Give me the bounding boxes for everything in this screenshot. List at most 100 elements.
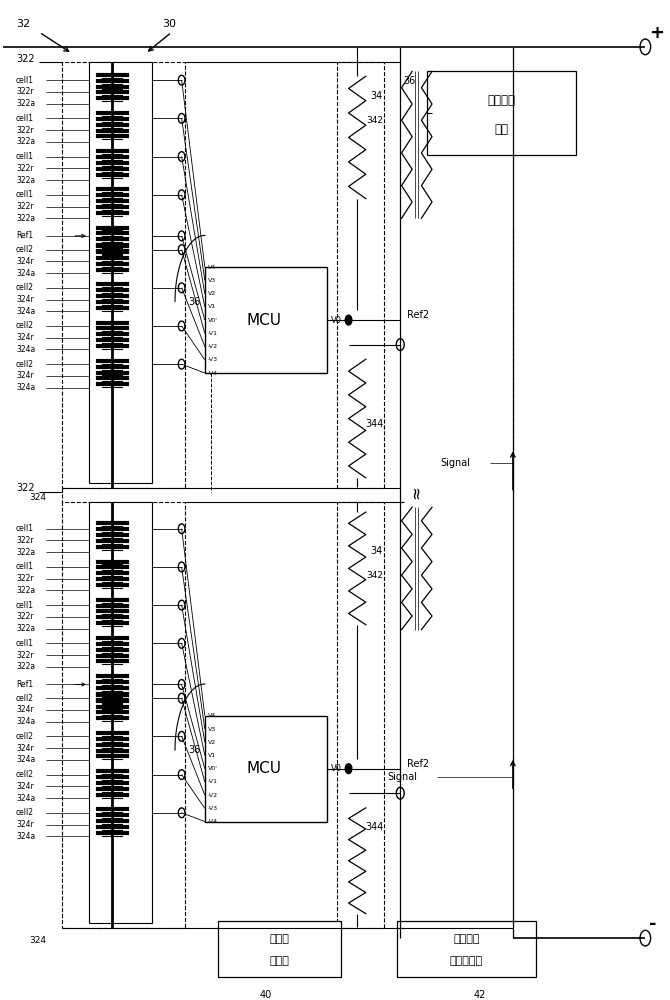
Text: 324r: 324r [16, 820, 34, 829]
Text: 322a: 322a [16, 662, 35, 671]
Text: 322a: 322a [16, 137, 35, 146]
Text: -V4: -V4 [208, 371, 218, 376]
Text: cell2: cell2 [16, 808, 34, 817]
Text: 322r: 322r [16, 612, 34, 621]
Text: -: - [649, 915, 656, 933]
Bar [218, 921, 340, 977]
Text: -V2: -V2 [208, 344, 218, 349]
Text: 电流检: 电流检 [269, 934, 289, 944]
Text: 322: 322 [16, 54, 35, 64]
Text: -V2: -V2 [208, 793, 218, 798]
Text: V2: V2 [208, 291, 216, 296]
Text: 324r: 324r [16, 782, 34, 791]
Text: 42: 42 [474, 990, 486, 1000]
Text: cell2: cell2 [16, 732, 34, 741]
Text: 显示控制: 显示控制 [487, 94, 515, 107]
Text: 342: 342 [366, 116, 383, 125]
Bar [427, 71, 576, 155]
Text: V3: V3 [208, 278, 216, 283]
Text: 324r: 324r [16, 257, 34, 266]
Text: 324a: 324a [16, 269, 36, 278]
Text: cell1: cell1 [16, 601, 34, 610]
Text: 322r: 322r [16, 202, 34, 211]
Text: V2: V2 [208, 740, 216, 745]
Text: cell1: cell1 [16, 76, 34, 85]
Text: 322a: 322a [16, 548, 35, 557]
Text: 324r: 324r [16, 744, 34, 753]
Text: cell2: cell2 [16, 770, 34, 779]
Text: 40: 40 [260, 990, 272, 1000]
Text: cell2: cell2 [16, 245, 34, 254]
Text: V0: V0 [331, 764, 342, 773]
Text: 36: 36 [403, 76, 416, 86]
Text: -V1: -V1 [208, 331, 218, 336]
Text: 344: 344 [366, 419, 384, 429]
Text: 324a: 324a [16, 307, 36, 316]
Text: 324a: 324a [16, 755, 36, 764]
Bar [205, 267, 328, 373]
Bar [337, 62, 384, 488]
Text: cell2: cell2 [16, 360, 34, 369]
Text: 342: 342 [366, 571, 383, 580]
Bar [62, 502, 185, 928]
Text: 324r: 324r [16, 705, 34, 714]
Text: V0: V0 [331, 316, 342, 325]
Text: 322a: 322a [16, 99, 35, 108]
Text: Ref1: Ref1 [16, 680, 33, 689]
Text: MCU: MCU [247, 761, 282, 776]
Text: 322r: 322r [16, 574, 34, 583]
Text: V0': V0' [208, 318, 218, 323]
Text: 344: 344 [366, 822, 384, 832]
Bar [337, 502, 384, 928]
Text: 324a: 324a [16, 794, 36, 803]
Text: V4: V4 [208, 265, 216, 270]
Text: 制开关单元: 制开关单元 [450, 956, 483, 966]
Text: V1: V1 [208, 304, 216, 309]
Text: cell1: cell1 [16, 639, 34, 648]
Text: 装置: 装置 [494, 123, 509, 136]
Text: cell1: cell1 [16, 190, 34, 199]
Text: cell1: cell1 [16, 114, 34, 123]
Text: MCU: MCU [247, 313, 282, 328]
Text: ≈: ≈ [407, 486, 425, 499]
Text: V4: V4 [208, 713, 216, 718]
Text: 324a: 324a [16, 832, 36, 841]
Text: cell1: cell1 [16, 152, 34, 161]
Bar [89, 62, 152, 483]
Text: cell1: cell1 [16, 562, 34, 571]
Text: 324: 324 [29, 493, 46, 502]
Text: -V3: -V3 [208, 357, 218, 362]
Text: cell2: cell2 [16, 694, 34, 703]
Text: cell2: cell2 [16, 283, 34, 292]
Bar [89, 502, 152, 923]
Text: Signal: Signal [387, 772, 417, 782]
Text: 324r: 324r [16, 333, 34, 342]
Circle shape [345, 764, 352, 774]
Text: -V4: -V4 [208, 819, 218, 824]
Text: 322a: 322a [16, 176, 35, 185]
Text: Ref2: Ref2 [407, 310, 429, 320]
Text: 30: 30 [161, 19, 176, 29]
Text: 322a: 322a [16, 586, 35, 595]
Text: 322r: 322r [16, 536, 34, 545]
Text: 322r: 322r [16, 164, 34, 173]
Text: 34: 34 [371, 91, 383, 101]
Text: 324r: 324r [16, 371, 34, 380]
Text: Ref1: Ref1 [16, 231, 33, 240]
Text: 322r: 322r [16, 651, 34, 660]
Bar [62, 62, 185, 488]
Text: 36: 36 [188, 745, 200, 755]
Text: 充放电控: 充放电控 [453, 934, 480, 944]
Text: -V1: -V1 [208, 779, 218, 784]
Text: Ref2: Ref2 [407, 759, 429, 769]
Text: 324a: 324a [16, 383, 36, 392]
Text: 322r: 322r [16, 87, 34, 96]
Text: 324a: 324a [16, 345, 36, 354]
Circle shape [345, 315, 352, 325]
Text: 36: 36 [188, 297, 200, 307]
Text: 322a: 322a [16, 624, 35, 633]
Text: Signal: Signal [440, 458, 470, 468]
Text: cell2: cell2 [16, 321, 34, 330]
Bar [205, 716, 328, 822]
Text: V1: V1 [208, 753, 216, 758]
